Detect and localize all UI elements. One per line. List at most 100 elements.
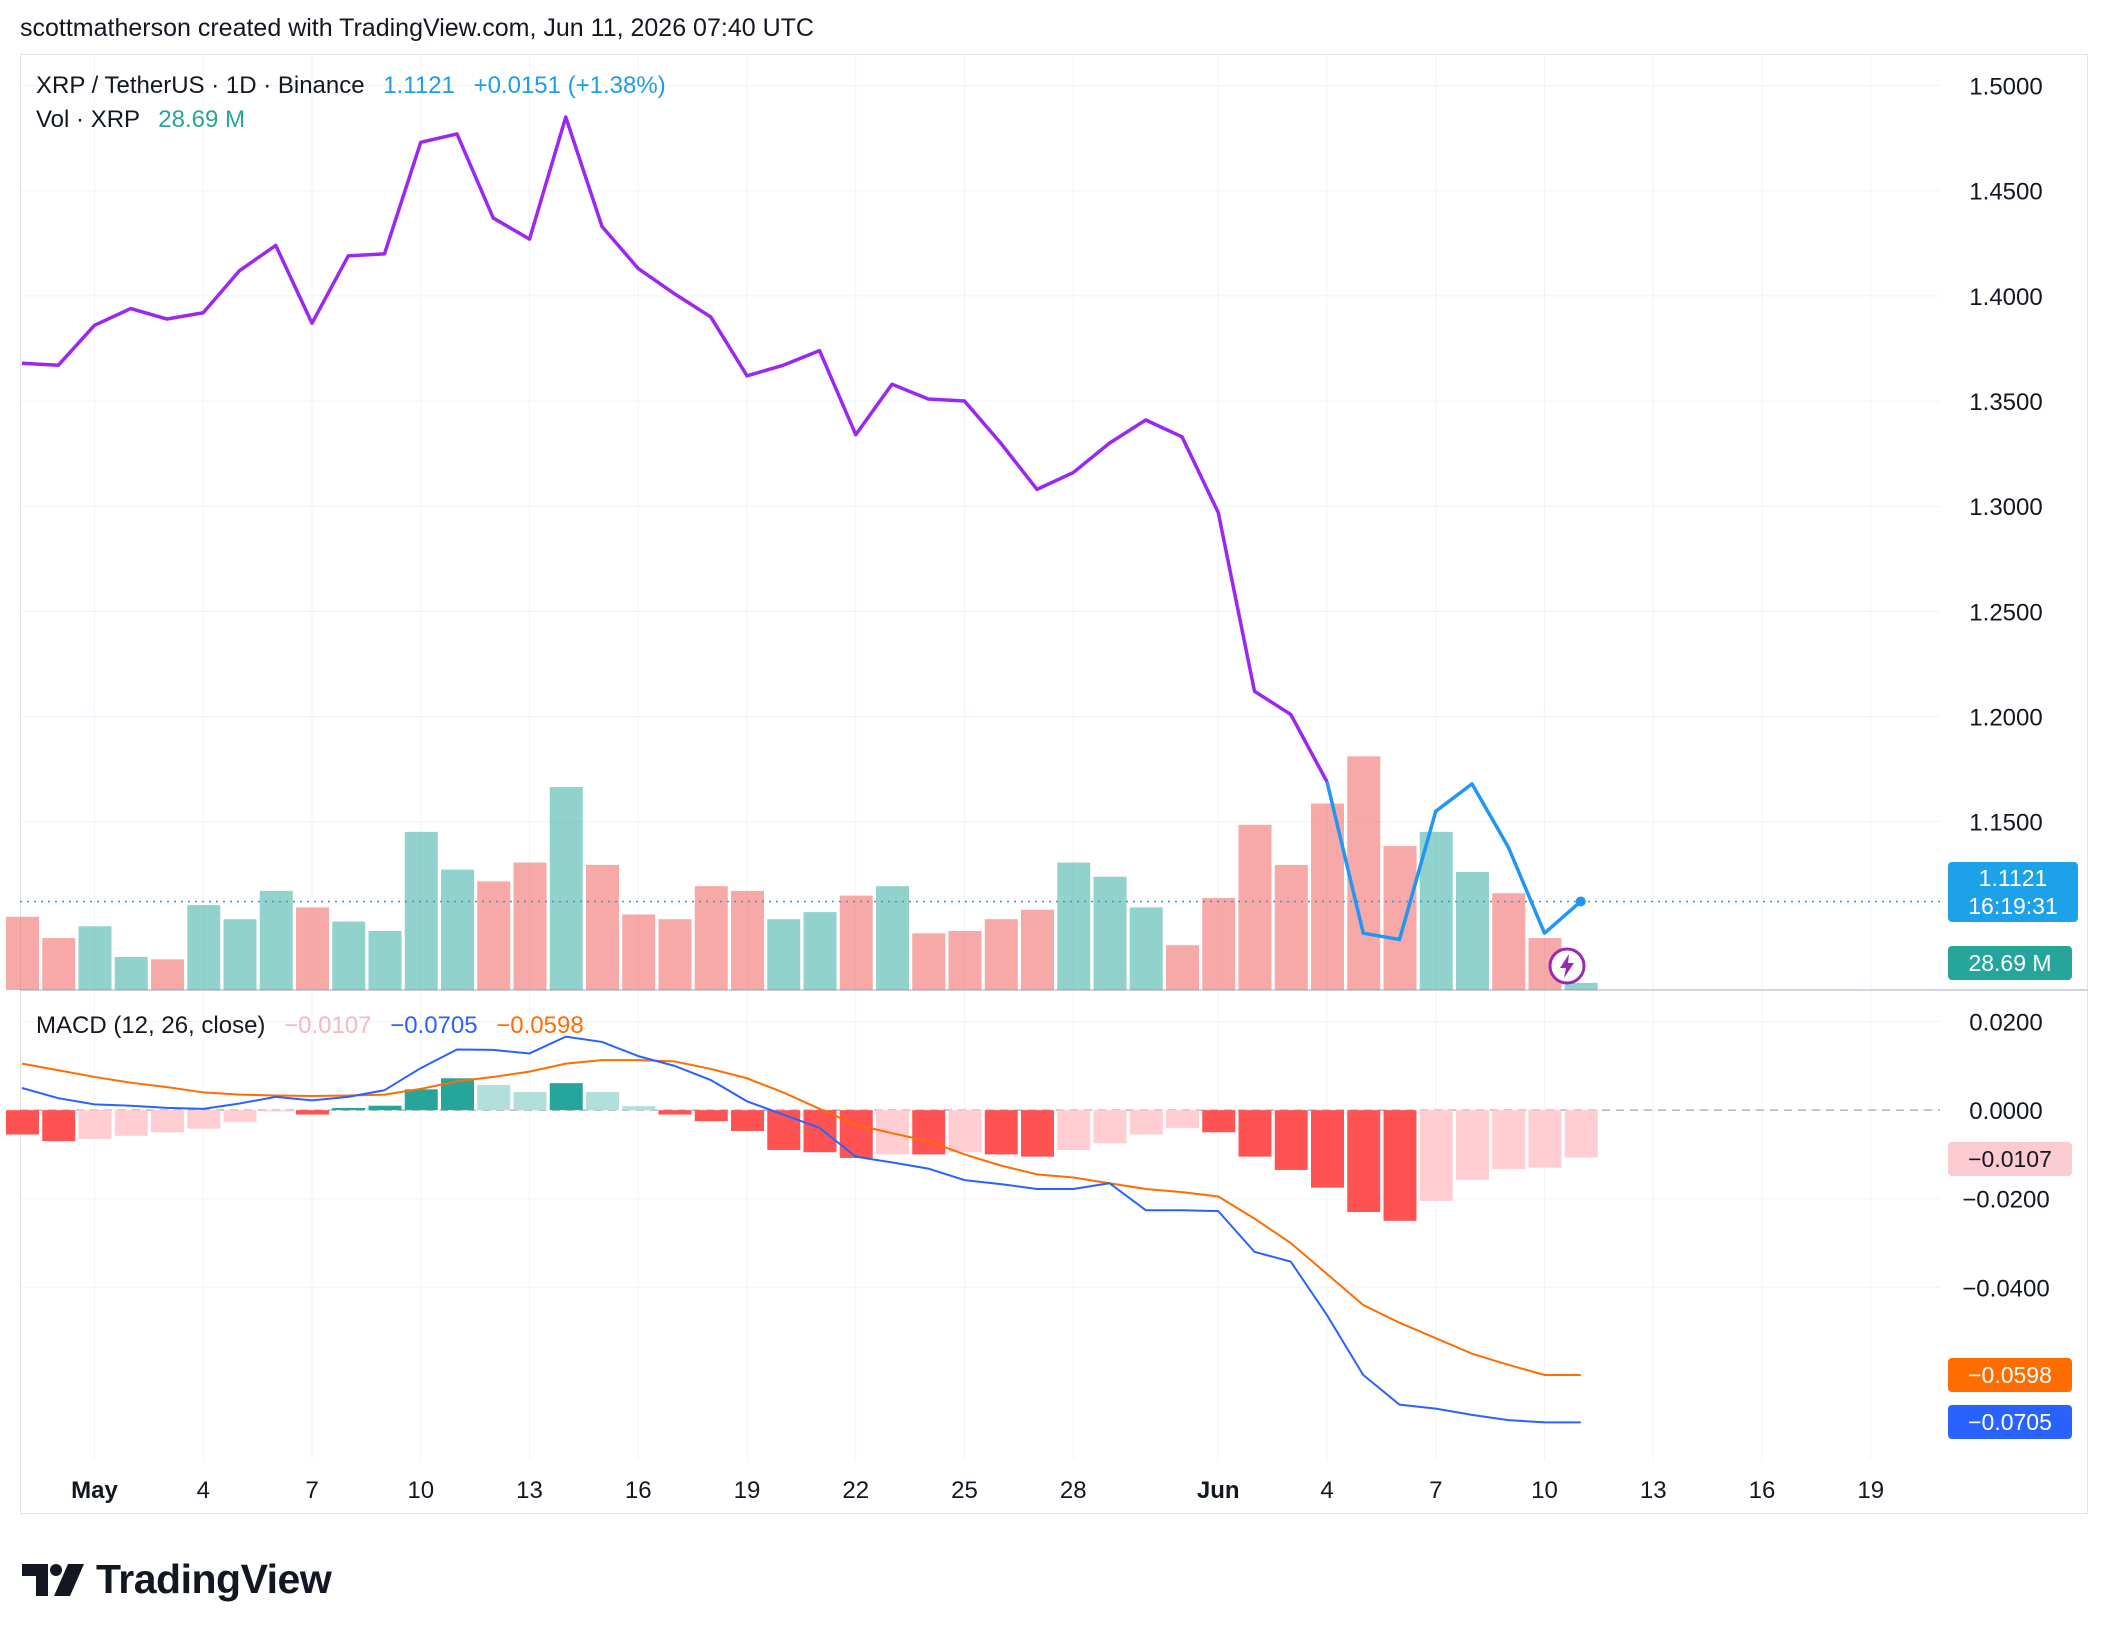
volume-bar xyxy=(332,921,366,990)
macd-line-value: −0.0705 xyxy=(390,1012,478,1039)
macd-histogram-bar xyxy=(549,1083,583,1111)
volume-bar xyxy=(1383,846,1417,990)
volume-title: Vol · XRP xyxy=(36,106,140,133)
macd-line xyxy=(21,1035,1581,1424)
x-tick-label: 16 xyxy=(625,1477,652,1504)
macd-histogram-bar xyxy=(1311,1110,1344,1188)
macd-histogram-bar xyxy=(1528,1110,1562,1168)
x-tick-label: 19 xyxy=(1857,1477,1884,1504)
volume-bar xyxy=(259,890,293,990)
volume-bar xyxy=(151,959,184,990)
volume-bar xyxy=(1166,945,1199,990)
volume-bar xyxy=(549,787,583,990)
x-tick-label: 28 xyxy=(1060,1477,1087,1504)
volume-bar xyxy=(912,933,946,990)
macd-histogram-bar xyxy=(803,1110,837,1153)
volume-bar xyxy=(42,938,76,990)
volume-bar xyxy=(1274,864,1308,990)
tradingview-logo-text: TradingView xyxy=(96,1556,332,1602)
last-price-dot xyxy=(1575,896,1586,907)
volume-bar xyxy=(1093,876,1127,990)
lightning-icon[interactable] xyxy=(1547,946,1587,986)
macd-histogram-bar xyxy=(694,1110,728,1122)
macd-histogram-bar xyxy=(368,1105,402,1111)
x-tick-label: 25 xyxy=(951,1477,978,1504)
volume-bar xyxy=(1492,893,1526,990)
macd-histogram-bar xyxy=(1274,1110,1308,1170)
signal-axis-tag: −0.0598 xyxy=(1948,1358,2072,1392)
volume-bar xyxy=(223,919,257,990)
x-tick-label: 7 xyxy=(305,1477,318,1504)
last-price: 1.1121 xyxy=(383,72,455,99)
volume-bar xyxy=(1202,897,1236,990)
symbol-legend[interactable]: XRP / TetherUS · 1D · Binance 1.1121 +0.… xyxy=(36,72,666,100)
volume-bar xyxy=(1129,907,1163,990)
volume-bar xyxy=(1057,862,1091,990)
volume-bar xyxy=(803,912,837,990)
macd-histogram-bar xyxy=(78,1110,112,1139)
signal-line xyxy=(21,1059,1581,1376)
chart-frame[interactable] xyxy=(20,54,2088,1514)
macd-histogram-bar xyxy=(151,1110,184,1133)
x-tick-label: 16 xyxy=(1749,1477,1776,1504)
volume-bar xyxy=(513,862,547,990)
price-tick-label: 1.2000 xyxy=(1969,705,2042,732)
macd-signal-value: −0.0598 xyxy=(496,1012,584,1039)
price-label-countdown: 16:19:31 xyxy=(1968,893,2058,919)
macd-histogram-bar xyxy=(948,1110,982,1153)
price-tick-label: 1.4500 xyxy=(1969,179,2042,206)
tradingview-logo[interactable]: TradingView xyxy=(22,1556,332,1603)
price-tick-label: 1.3000 xyxy=(1969,494,2042,521)
x-tick-label: 7 xyxy=(1429,1477,1442,1504)
macd-histogram-bar xyxy=(622,1106,656,1111)
price-line-blue xyxy=(1325,781,1582,942)
volume-bar xyxy=(187,905,221,990)
volume-bar xyxy=(6,916,39,990)
volume-bar xyxy=(839,895,873,990)
volume-bar xyxy=(694,886,728,990)
macd-histogram-bar xyxy=(477,1084,511,1111)
macd-histogram-bar xyxy=(586,1091,619,1111)
price-line-purple xyxy=(21,115,1329,783)
macd-histogram-bar xyxy=(1347,1110,1381,1212)
symbol-title: XRP / TetherUS · 1D · Binance xyxy=(36,72,365,99)
volume-bar xyxy=(78,926,112,990)
macd-histogram-bar xyxy=(1021,1110,1054,1157)
volume-bar xyxy=(731,890,764,990)
volume-legend[interactable]: Vol · XRP 28.69 M xyxy=(36,106,245,134)
volume-bar xyxy=(296,907,329,990)
volume-value: 28.69 M xyxy=(158,106,245,133)
macd-histogram-bar xyxy=(513,1091,547,1111)
x-tick-label: 4 xyxy=(197,1477,210,1504)
volume-bar xyxy=(114,956,148,990)
x-tick-label: 22 xyxy=(842,1477,869,1504)
volume-bar xyxy=(477,881,511,990)
x-tick-label: 13 xyxy=(1640,1477,1667,1504)
tradingview-logo-icon xyxy=(22,1563,84,1596)
macd-histogram-bar xyxy=(1383,1110,1417,1221)
x-tick-label: 10 xyxy=(407,1477,434,1504)
macd-histogram-bar xyxy=(984,1110,1018,1155)
volume-bar xyxy=(1021,909,1054,990)
price-change: +0.0151 (+1.38%) xyxy=(473,72,666,99)
volume-bar xyxy=(658,919,692,990)
volume-bar xyxy=(767,919,801,990)
macd-histogram-bar xyxy=(1129,1110,1163,1135)
x-tick-label: May xyxy=(71,1477,118,1504)
macd-axis-tag: −0.0705 xyxy=(1948,1405,2072,1439)
volume-bar xyxy=(404,831,438,990)
macd-histogram-bar xyxy=(1093,1110,1127,1144)
volume-bar xyxy=(1347,756,1381,990)
volume-bar xyxy=(1419,831,1453,990)
volume-bar xyxy=(1564,982,1598,990)
macd-histogram-bar xyxy=(658,1110,692,1115)
macd-histogram-bar xyxy=(42,1110,76,1142)
macd-tick-label: −0.0200 xyxy=(1962,1187,2049,1214)
macd-legend[interactable]: MACD (12, 26, close) −0.0107 −0.0705 −0.… xyxy=(36,1012,584,1040)
price-tick-label: 1.1500 xyxy=(1969,810,2042,837)
macd-tick-label: −0.0400 xyxy=(1962,1275,2049,1302)
macd-histogram-bar xyxy=(1166,1110,1199,1128)
volume-bar xyxy=(984,919,1018,990)
volume-bar xyxy=(622,914,656,990)
